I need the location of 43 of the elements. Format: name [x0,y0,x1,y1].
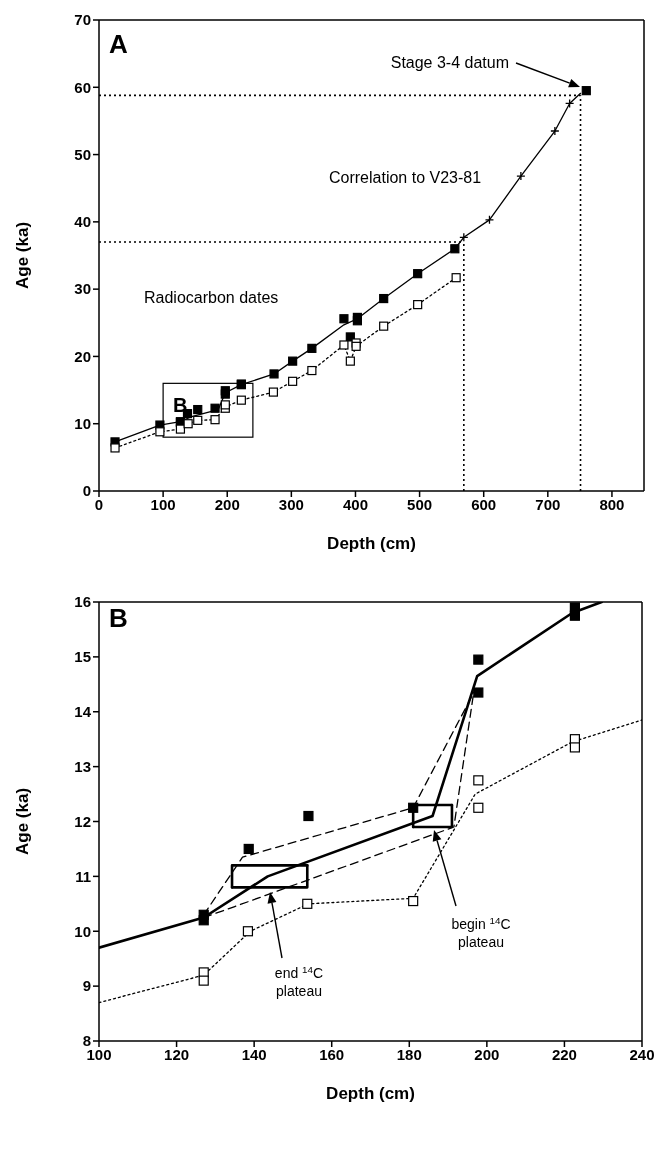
x-tick-label: 200 [474,1045,500,1063]
y-tick-label: 20 [74,347,91,365]
x-tick-label: 800 [599,495,625,513]
y-tick-label: 60 [74,78,91,96]
annotation: end $^{14}$C plateau [274,963,324,999]
y-tick-label: 10 [74,922,91,940]
y-tick-label: 15 [74,648,91,666]
y-tick-label: 10 [74,415,91,433]
annotation: Correlation to V23-81 [329,169,482,187]
annotation: Radiocarbon dates [144,289,279,307]
chart-title: B [109,603,128,634]
y-tick-label: 70 [74,11,91,29]
x-tick-label: 100 [150,495,176,513]
y-tick-label: 9 [82,977,91,995]
x-tick-label: 140 [241,1045,267,1063]
x-tick-label: 600 [471,495,497,513]
y-tick-label: 30 [74,280,91,298]
x-tick-label: 180 [396,1045,422,1063]
y-tick-label: 14 [74,703,92,721]
x-tick-label: 220 [551,1045,577,1063]
y-tick-label: 16 [74,593,91,611]
y-tick-label: 13 [74,757,91,775]
y-axis-title: Age (ka) [13,787,33,856]
annotation: begin $^{14}$C plateau [451,914,511,950]
y-tick-label: 12 [74,812,91,830]
x-axis-title: Depth (cm) [326,1084,415,1103]
x-tick-label: 200 [214,495,240,513]
x-tick-label: 300 [278,495,304,513]
y-axis-title: Age (ka) [13,221,33,290]
x-tick-label: 240 [629,1045,655,1063]
x-tick-label: 160 [319,1045,345,1063]
annotation: Stage 3-4 datum [390,54,509,71]
x-tick-label: 0 [94,495,104,513]
chart-title: A [109,29,128,60]
y-tick-label: 0 [82,482,91,500]
x-tick-label: 700 [535,495,561,513]
x-tick-label: 500 [407,495,433,513]
y-tick-label: 50 [74,145,91,163]
x-tick-label: 120 [164,1045,190,1063]
x-axis-title: Depth (cm) [327,534,416,553]
x-tick-label: 400 [342,495,368,513]
y-tick-label: 40 [74,213,91,231]
y-tick-label: 11 [75,867,91,885]
